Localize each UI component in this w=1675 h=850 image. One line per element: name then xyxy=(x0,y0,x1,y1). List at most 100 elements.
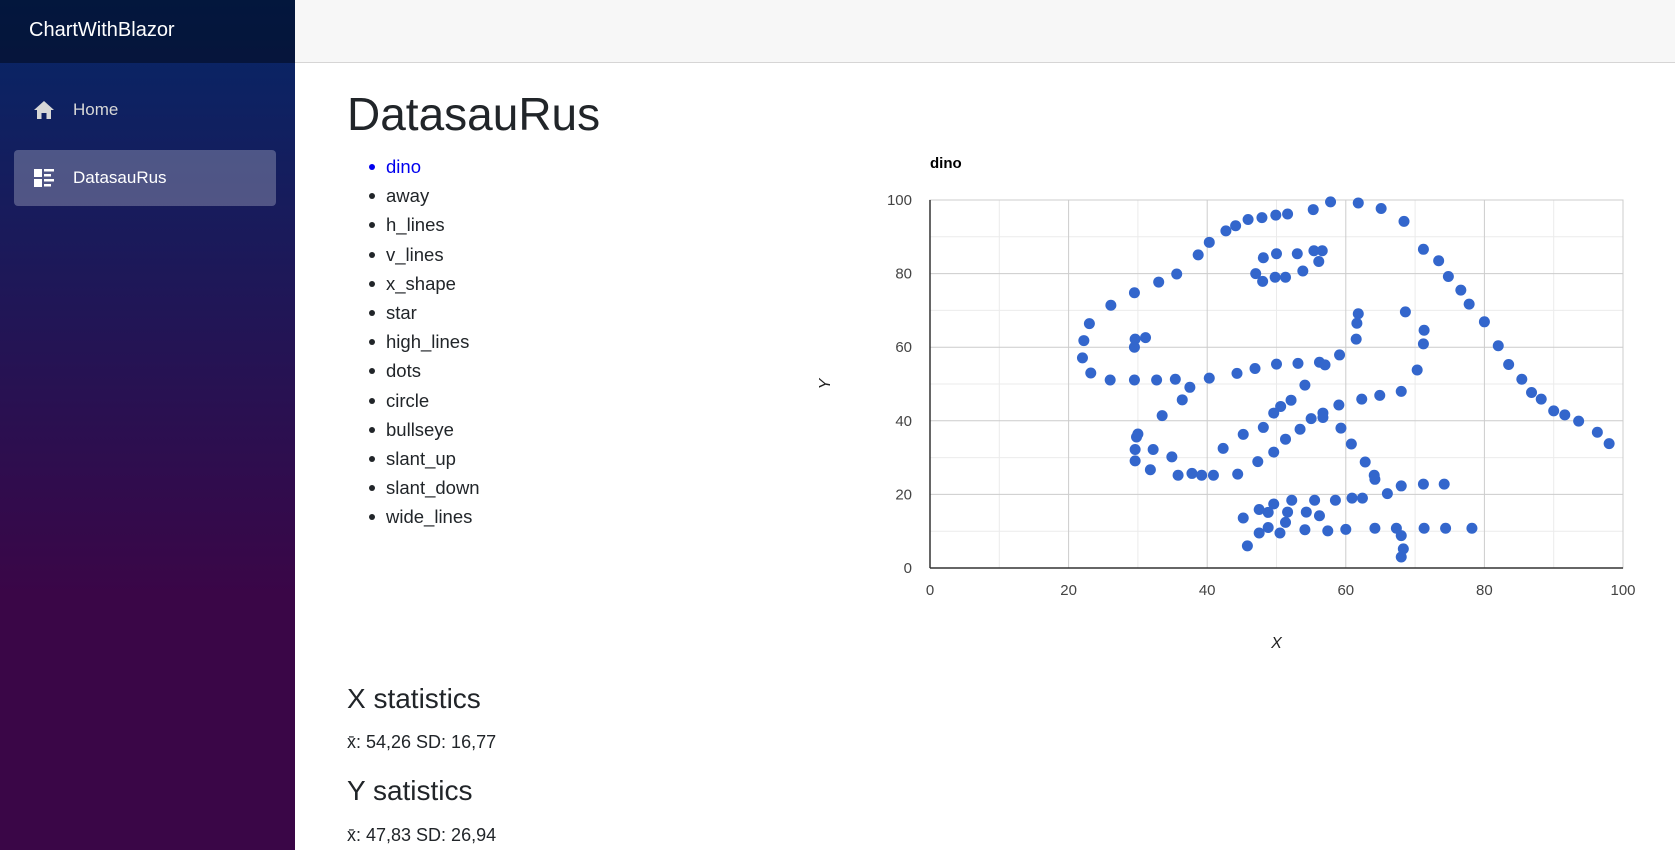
data-point xyxy=(1313,255,1325,267)
data-point xyxy=(1466,522,1478,534)
data-point xyxy=(1282,506,1294,518)
data-point xyxy=(1268,498,1280,510)
data-point xyxy=(1271,358,1282,370)
data-point xyxy=(1346,492,1358,504)
data-point xyxy=(1186,467,1198,479)
data-point xyxy=(1292,357,1304,369)
data-point xyxy=(1516,373,1528,385)
data-point xyxy=(1299,524,1311,536)
data-point xyxy=(1591,426,1603,438)
data-point xyxy=(1262,522,1274,534)
data-point xyxy=(1257,252,1269,264)
dataset-link-away[interactable]: away xyxy=(347,181,480,210)
home-icon xyxy=(32,98,56,122)
data-point xyxy=(1417,338,1429,350)
data-point xyxy=(1309,494,1321,506)
data-point xyxy=(1131,431,1143,443)
data-point xyxy=(1270,209,1282,221)
data-point xyxy=(1104,374,1116,386)
dataset-link-v-lines[interactable]: v_lines xyxy=(347,240,480,269)
data-point xyxy=(1268,446,1280,458)
data-point xyxy=(1128,374,1140,386)
data-point xyxy=(1144,464,1156,476)
data-point xyxy=(1203,236,1215,248)
data-point xyxy=(1176,394,1188,406)
x-tick-label: 0 xyxy=(926,582,934,599)
data-point xyxy=(1300,506,1312,518)
data-point xyxy=(1438,478,1450,490)
data-point xyxy=(1369,473,1381,485)
dataset-link-h-lines[interactable]: h_lines xyxy=(347,210,480,239)
dataset-link-wide-lines[interactable]: wide_lines xyxy=(347,502,480,531)
dataset-link-circle[interactable]: circle xyxy=(347,386,480,415)
data-point xyxy=(1526,386,1538,398)
data-point xyxy=(1169,373,1181,385)
dataset-link-slant-up[interactable]: slant_up xyxy=(347,444,480,473)
x-statistics-heading: X statistics xyxy=(347,683,481,714)
data-point xyxy=(1319,359,1331,371)
data-point xyxy=(1411,364,1423,376)
data-point xyxy=(1128,341,1140,353)
data-point xyxy=(1398,215,1410,227)
data-point xyxy=(1140,332,1152,344)
data-point xyxy=(1316,245,1328,257)
data-point xyxy=(1078,335,1090,347)
data-point xyxy=(1129,444,1141,456)
data-point xyxy=(1147,444,1159,456)
data-point xyxy=(1217,442,1229,454)
y-tick-label: 0 xyxy=(904,560,912,577)
data-point xyxy=(1105,299,1117,311)
data-point xyxy=(1418,324,1430,336)
data-point xyxy=(1352,197,1364,209)
data-point xyxy=(1395,551,1407,563)
x-axis-label: X xyxy=(1270,635,1283,652)
data-point xyxy=(1184,381,1196,393)
data-point xyxy=(1207,469,1219,481)
x-tick-label: 40 xyxy=(1199,582,1216,599)
chart-title: dino xyxy=(930,155,962,172)
data-point xyxy=(1418,522,1430,534)
dataset-link-dino[interactable]: dino xyxy=(347,152,480,181)
nav-item-home[interactable]: Home xyxy=(14,82,276,138)
nav-item-datasaurus-label: DatasauRus xyxy=(73,168,167,187)
data-point xyxy=(1433,255,1445,267)
data-point xyxy=(1282,208,1294,220)
scatter-chart: 0 20 40 60 80 100 0 20 40 60 80 100 dino X Y xyxy=(817,155,1636,652)
dataset-link-x-shape[interactable]: x_shape xyxy=(347,269,480,298)
dataset-link-high-lines[interactable]: high_lines xyxy=(347,327,480,356)
data-point xyxy=(1340,523,1352,535)
data-point xyxy=(1257,275,1269,287)
app-brand[interactable]: ChartWithBlazor xyxy=(0,0,295,63)
data-point xyxy=(1492,340,1504,352)
y-statistics-heading: Y satistics xyxy=(347,775,473,806)
nav-item-datasaurus[interactable]: DatasauRus xyxy=(14,150,276,206)
dataset-link-bullseye[interactable]: bullseye xyxy=(347,415,480,444)
data-point xyxy=(1291,248,1303,260)
data-point xyxy=(1231,367,1243,379)
data-point xyxy=(1220,225,1232,237)
data-point xyxy=(1237,512,1249,524)
data-point xyxy=(1463,298,1475,310)
data-point xyxy=(1313,510,1325,522)
data-point xyxy=(1076,352,1088,364)
dataset-link-star[interactable]: star xyxy=(347,298,480,327)
data-point xyxy=(1241,540,1253,552)
data-point xyxy=(1083,318,1095,330)
dataset-link-dots[interactable]: dots xyxy=(347,356,480,385)
data-point xyxy=(1156,410,1168,422)
data-point xyxy=(1442,271,1454,283)
data-point xyxy=(1297,265,1309,277)
dataset-link-slant-down[interactable]: slant_down xyxy=(347,473,480,502)
data-point xyxy=(1237,428,1249,440)
data-point xyxy=(1455,284,1467,296)
data-point xyxy=(1257,421,1269,433)
data-point xyxy=(1535,393,1547,405)
data-point xyxy=(1351,317,1363,329)
x-tick-label: 60 xyxy=(1337,582,1354,599)
data-point xyxy=(1230,220,1242,232)
data-point xyxy=(1395,530,1407,542)
data-point xyxy=(1242,214,1254,226)
data-point xyxy=(1395,480,1407,492)
data-point xyxy=(1249,363,1261,375)
data-point xyxy=(1356,393,1368,405)
